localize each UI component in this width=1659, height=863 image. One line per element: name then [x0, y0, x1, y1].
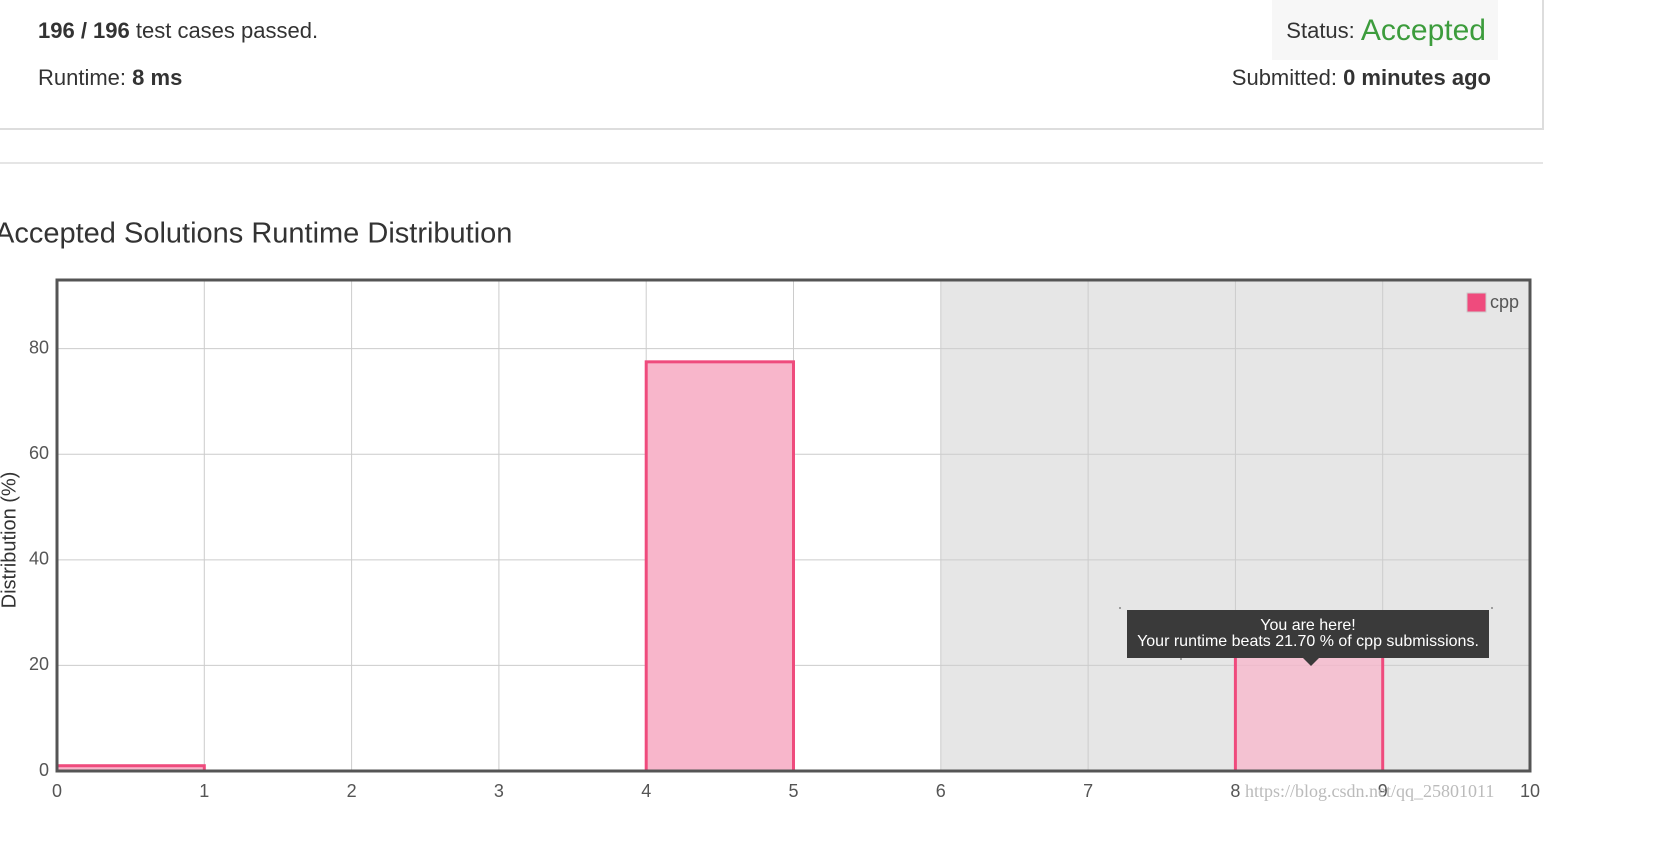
x-tick-label: 6 — [936, 781, 946, 801]
y-tick-label: 80 — [29, 337, 49, 357]
bar — [644, 360, 796, 773]
runtime-value: 8 ms — [132, 65, 182, 90]
y-axis-label: Distribution (%) — [0, 472, 20, 609]
x-tick-label: 7 — [1083, 781, 1093, 801]
submitted-label: Submitted: — [1232, 65, 1337, 90]
x-tick-label: 5 — [788, 781, 798, 801]
runtime-line: Runtime: 8 ms — [38, 65, 182, 90]
tooltip-line: You are here! — [1260, 617, 1355, 634]
x-tick-label: 4 — [641, 781, 651, 801]
x-tick-label: 0 — [52, 781, 62, 801]
x-tick-label: 3 — [494, 781, 504, 801]
watermark: https://blog.csdn.net/qq_25801011 — [1245, 781, 1494, 801]
passed-text: test cases passed. — [136, 18, 318, 43]
tooltip-line: Your runtime beats 21.70 % of cpp submis… — [1137, 633, 1479, 650]
passed-count: 196 / 196 — [38, 18, 130, 43]
runtime-label: Runtime: — [38, 65, 126, 90]
status-label: Status: — [1286, 18, 1354, 43]
submitted-line: Submitted: 0 minutes ago — [1232, 65, 1491, 90]
y-tick-label: 0 — [39, 760, 49, 780]
x-tick-label: 8 — [1230, 781, 1240, 801]
legend-label: cpp — [1490, 292, 1519, 312]
tooltip — [1127, 610, 1489, 658]
submitted-value: 0 minutes ago — [1343, 65, 1491, 90]
chart-title: Accepted Solutions Runtime Distribution — [0, 218, 512, 250]
y-tick-label: 60 — [29, 443, 49, 463]
legend-swatch — [1466, 292, 1487, 313]
status-value[interactable]: Accepted — [1361, 14, 1486, 47]
y-tick-label: 20 — [29, 654, 49, 674]
x-tick-label: 1 — [199, 781, 209, 801]
x-tick-label: 9 — [1378, 781, 1388, 801]
passed-line: 196 / 196 test cases passed. — [38, 18, 318, 43]
status-line: Status: Accepted — [1286, 14, 1486, 47]
tooltip-arrow — [1303, 658, 1319, 666]
bar — [1233, 654, 1385, 773]
plot-border — [55, 278, 1532, 773]
y-tick-label: 40 — [29, 549, 49, 569]
x-tick-label: 10 — [1520, 781, 1540, 801]
status-box — [1272, 0, 1498, 60]
x-tick-label: 2 — [347, 781, 357, 801]
